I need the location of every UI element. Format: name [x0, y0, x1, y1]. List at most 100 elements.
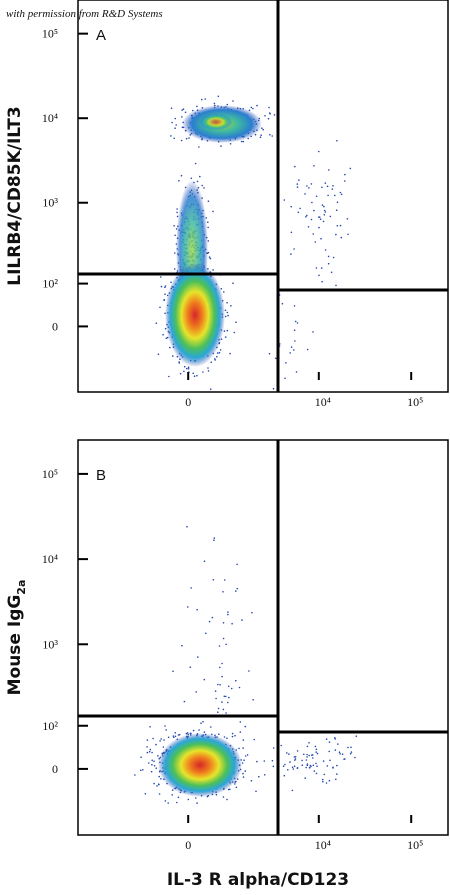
event-dot: [224, 336, 227, 338]
event-dot: [301, 759, 303, 762]
event-dot: [328, 779, 331, 782]
event-dot: [256, 104, 258, 107]
event-dot: [334, 194, 336, 197]
plot-frame: [77, 439, 449, 836]
event-dot: [263, 760, 266, 762]
event-dot: [316, 752, 319, 755]
event-dot: [164, 800, 167, 802]
y-tick-label: 10²: [42, 719, 58, 733]
event-dot: [222, 708, 225, 711]
event-dot: [284, 377, 286, 380]
event-dot: [223, 579, 226, 581]
event-dot: [327, 262, 330, 265]
event-dot: [174, 735, 177, 738]
event-dot: [217, 707, 220, 710]
event-dot: [216, 355, 218, 358]
event-dot: [318, 274, 320, 277]
event-dot: [178, 179, 180, 182]
event-dot: [285, 362, 287, 364]
event-dot: [149, 726, 151, 728]
event-dot: [176, 211, 178, 214]
event-dot: [159, 740, 161, 742]
event-dot: [224, 315, 227, 318]
y-tick-label: 0: [52, 319, 58, 333]
event-dot: [315, 267, 318, 269]
event-dot: [344, 173, 346, 176]
event-dot: [195, 691, 197, 693]
event-dot: [177, 796, 180, 799]
event-dot: [286, 752, 288, 754]
event-dot: [337, 743, 339, 745]
event-dot: [227, 611, 229, 613]
event-dot: [290, 253, 292, 255]
event-dot: [225, 712, 227, 714]
event-dot: [315, 762, 317, 765]
event-dot: [160, 778, 162, 780]
event-dot: [180, 174, 183, 177]
event-dot: [203, 678, 206, 681]
event-dot: [273, 114, 276, 116]
event-dot: [228, 696, 230, 699]
event-dot: [260, 134, 263, 136]
event-dot: [190, 587, 192, 589]
event-dot: [264, 115, 266, 117]
event-dot: [170, 135, 172, 137]
event-dot: [326, 765, 329, 767]
event-dot: [263, 774, 266, 776]
event-dot: [203, 560, 206, 562]
event-dot: [186, 367, 188, 370]
event-dot: [209, 257, 212, 260]
event-dot: [294, 320, 297, 323]
event-dot: [320, 237, 322, 240]
event-dot: [226, 798, 228, 801]
density-cloud: [165, 263, 225, 367]
event-dot: [334, 737, 336, 739]
event-dot: [177, 734, 180, 736]
event-dot: [232, 100, 234, 102]
event-dot: [205, 632, 207, 635]
event-dot: [330, 271, 333, 274]
event-dot: [313, 209, 315, 212]
event-dot: [313, 165, 315, 167]
event-dot: [230, 687, 233, 690]
event-dot: [173, 225, 175, 227]
event-dot: [293, 248, 295, 250]
event-dot: [308, 742, 310, 744]
event-dot: [146, 751, 149, 754]
event-dot: [173, 137, 175, 140]
event-dot: [340, 193, 343, 196]
event-dot: [193, 375, 196, 378]
event-dot: [240, 140, 243, 143]
event-dot: [163, 739, 165, 741]
event-dot: [332, 185, 334, 187]
event-dot: [319, 218, 322, 220]
event-dot: [306, 745, 309, 748]
watermark: with permission from R&D Systems: [6, 8, 163, 20]
event-dot: [173, 268, 176, 270]
event-dot: [335, 778, 337, 781]
event-dot: [217, 95, 220, 98]
event-dot: [311, 201, 313, 204]
event-dot: [310, 218, 313, 221]
event-dot: [274, 357, 277, 360]
event-dot: [283, 199, 286, 201]
x-tick-label: 0: [185, 395, 191, 409]
event-dot: [329, 759, 331, 762]
event-dot: [236, 587, 239, 590]
y-axis-label: LILRB4/CD85K/ILT3: [5, 106, 25, 285]
event-dot: [272, 765, 275, 768]
event-dot: [315, 772, 318, 775]
event-dot: [207, 200, 210, 202]
event-dot: [325, 782, 328, 784]
event-dot: [209, 388, 212, 391]
panel-label: B: [96, 467, 106, 484]
event-dot: [187, 798, 190, 801]
event-dot: [250, 780, 253, 782]
event-dot: [295, 371, 298, 373]
event-dot: [189, 666, 192, 668]
event-dot: [175, 124, 177, 126]
y-tick-label: 10⁵: [42, 467, 58, 481]
event-dot: [293, 765, 296, 767]
event-dot: [256, 760, 258, 763]
